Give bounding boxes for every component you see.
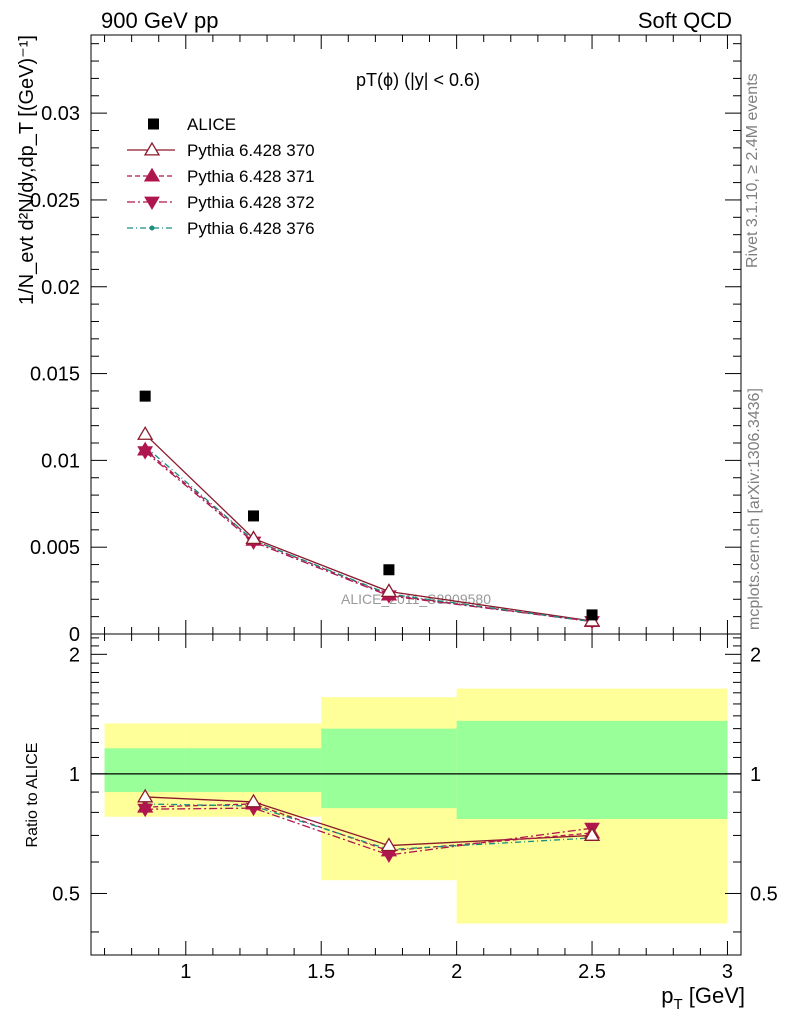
ratio-line-0 [145,796,593,847]
series-line-3 [144,445,593,623]
alice-point [139,390,151,402]
ratio-point-1 [137,798,154,813]
series-line-2 [144,451,593,623]
y-tick-label: 0.025 [30,190,80,212]
series-point-1 [137,441,154,456]
legend-marker-1 [143,167,161,182]
ratio-tick-label-right: 1 [750,764,761,786]
legend-marker-0 [143,141,161,156]
y-tick-label: 0.015 [30,364,80,386]
alice-point [586,609,598,621]
series-point-0 [380,583,398,598]
ratio-point-0 [583,827,601,841]
legend-label-2: Pythia 6.428 372 [187,193,315,212]
legend-label-alice: ALICE [187,115,236,134]
legend-marker-3 [149,225,155,231]
ratio-point-0 [137,788,154,803]
x-tick-label: 3 [722,961,733,983]
band-inner-2 [321,728,457,809]
legend-marker-alice [148,118,159,130]
y-tick-label: 0.03 [41,103,80,125]
series-line-0 [144,433,593,622]
x-axis-label-unit: [GeV] [683,983,745,1008]
header-left: 900 GeV pp [101,8,219,33]
ratio-series [137,788,601,863]
legend-marker-2 [144,196,160,210]
x-axis-label-sub: T [673,996,682,1013]
ratio-tick-label: 2 [69,644,80,666]
series-point-0 [245,530,262,545]
y-tick-label: 0.005 [30,537,80,559]
ratio-point-0 [380,837,398,852]
y-axis-label: 1/N_evt d²N/dy,dp_T [(GeV)⁻¹] [16,35,38,305]
x-tick-label: 2.5 [578,961,606,983]
legend-label-3: Pythia 6.428 376 [187,219,315,238]
ratio-line-2 [145,807,593,856]
ratio-line-3 [145,803,593,851]
x-tick-label: 1 [180,961,191,983]
x-tick-label: 2 [451,961,462,983]
bottom-frame [90,633,742,956]
ratio-axis-label: Ratio to ALICE [24,743,41,848]
band-inner-3 [456,720,728,819]
ratio-tick-label: 1 [69,764,80,786]
y-tick-label: 0.02 [41,277,80,299]
ratio-point-0 [245,793,262,808]
legend: ALICE Pythia 6.428 370 Pythia 6.428 371 Pyt… [127,115,315,238]
series-point-0 [137,426,154,440]
x-tick-label: 1.5 [307,961,335,983]
legend-label-1: Pythia 6.428 371 [187,167,315,186]
band-inner-1 [185,748,322,793]
header-right: Soft QCD [637,8,732,33]
band-inner-0 [104,748,186,793]
plot-title: pT(ϕ) (|y| < 0.6) [356,70,480,90]
alice-point [248,510,259,522]
y-tick-label: 0 [69,624,80,646]
ratio-tick-label-right: 2 [750,644,761,666]
ratio-tick-label-right: 0.5 [750,883,778,905]
alice-point [383,564,395,576]
legend-label-0: Pythia 6.428 370 [187,141,315,160]
y-tick-label: 0.01 [41,450,80,472]
x-axis-label: pT [GeV] [661,983,745,1013]
top-series [137,390,601,630]
ratio-tick-label: 0.5 [52,883,80,905]
